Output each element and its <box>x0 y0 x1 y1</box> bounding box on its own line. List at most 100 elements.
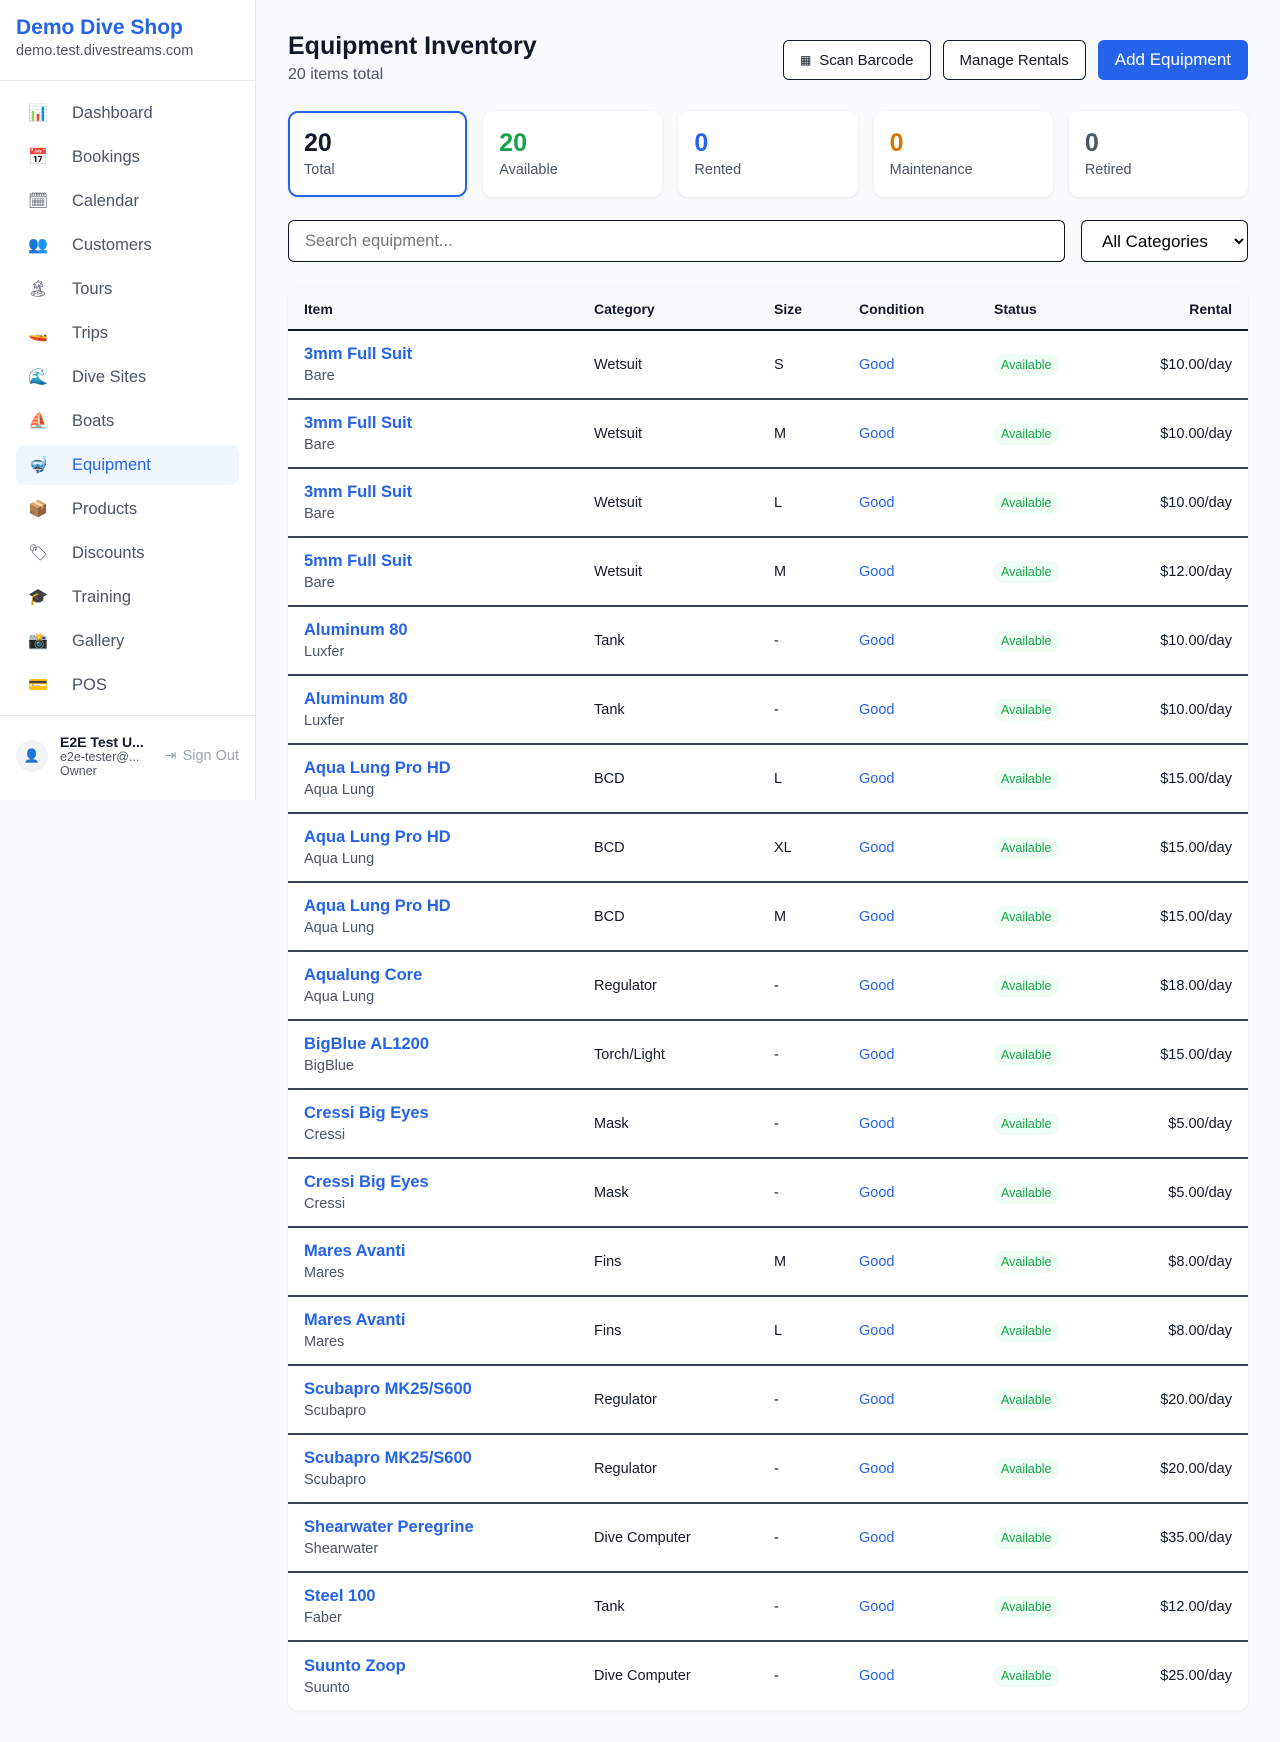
item-condition: Good <box>859 1529 895 1546</box>
sidebar-item-equipment[interactable]: 🤿 Equipment <box>16 445 239 485</box>
table-row[interactable]: 3mm Full Suit Bare Wetsuit M Good Availab… <box>288 399 1248 469</box>
item-condition: Good <box>859 563 895 580</box>
item-name-link[interactable]: 3mm Full Suit <box>304 483 413 501</box>
add-equipment-button[interactable]: Add Equipment <box>1097 40 1248 80</box>
status-badge: Available <box>994 353 1059 376</box>
item-category: Torch/Light <box>578 1020 758 1090</box>
item-name-link[interactable]: Scubapro MK25/S600 <box>304 1449 472 1467</box>
sidebar-item-tours[interactable]: 🏝 Tours <box>16 269 239 309</box>
brand-name[interactable]: Demo Dive Shop <box>16 16 183 39</box>
bookings-icon: 📅 <box>28 149 48 166</box>
item-name-link[interactable]: Aqua Lung Pro HD <box>304 897 451 915</box>
user-role: Owner <box>60 764 97 778</box>
sidebar-item-dashboard[interactable]: 📊 Dashboard <box>16 93 239 133</box>
sidebar-item-bookings[interactable]: 📅 Bookings <box>16 137 239 177</box>
item-rental-price: $25.00/day <box>1160 1668 1232 1684</box>
item-name-link[interactable]: 3mm Full Suit <box>304 345 413 363</box>
sign-out-button[interactable]: ⇥ Sign Out <box>164 748 239 764</box>
sidebar-item-dive-sites[interactable]: 🌊 Dive Sites <box>16 357 239 397</box>
category-select[interactable]: All Categories <box>1081 220 1248 262</box>
status-badge: Available <box>994 1595 1059 1618</box>
table-row[interactable]: Aqualung Core Aqua Lung Regulator - Good … <box>288 951 1248 1021</box>
item-name-link[interactable]: Mares Avanti <box>304 1242 406 1260</box>
sidebar-item-trips[interactable]: 🚤 Trips <box>16 313 239 353</box>
scan-barcode-button[interactable]: ▦ Scan Barcode <box>782 40 931 80</box>
sidebar-item-gallery[interactable]: 📸 Gallery <box>16 621 239 661</box>
stat-card-retired[interactable]: 0 Retired <box>1068 111 1249 197</box>
table-row[interactable]: Aqua Lung Pro HD Aqua Lung BCD L Good Ava… <box>288 744 1248 814</box>
item-category: Tank <box>578 1572 758 1642</box>
sidebar-item-products[interactable]: 📦 Products <box>16 489 239 529</box>
status-badge: Available <box>994 974 1059 997</box>
table-row[interactable]: Aqua Lung Pro HD Aqua Lung BCD M Good Ava… <box>288 882 1248 952</box>
table-row[interactable]: Aluminum 80 Luxfer Tank - Good Available … <box>288 675 1248 745</box>
sidebar-item-calendar[interactable]: 🗓 Calendar <box>16 181 239 221</box>
item-name-link[interactable]: Aqua Lung Pro HD <box>304 759 451 777</box>
sidebar-item-customers[interactable]: 👥 Customers <box>16 225 239 265</box>
table-row[interactable]: Aqua Lung Pro HD Aqua Lung BCD XL Good Av… <box>288 813 1248 883</box>
table-row[interactable]: Scubapro MK25/S600 Scubapro Regulator - G… <box>288 1434 1248 1504</box>
item-brand: Cressi <box>304 1127 346 1143</box>
item-name-link[interactable]: 3mm Full Suit <box>304 414 413 432</box>
stat-card-available[interactable]: 20 Available <box>483 111 663 197</box>
table-row[interactable]: Shearwater Peregrine Shearwater Dive Comp… <box>288 1503 1248 1573</box>
stat-card-total[interactable]: 20 Total <box>288 111 468 197</box>
item-name-link[interactable]: 5mm Full Suit <box>304 552 413 570</box>
table-row[interactable]: 3mm Full Suit Bare Wetsuit S Good Availab… <box>288 330 1248 400</box>
item-name-link[interactable]: Cressi Big Eyes <box>304 1173 429 1191</box>
table-row[interactable]: Aluminum 80 Luxfer Tank - Good Available … <box>288 606 1248 676</box>
stat-card-rented[interactable]: 0 Rented <box>678 111 858 197</box>
equipment-icon: 🤿 <box>28 457 48 474</box>
stat-value: 0 <box>1084 129 1099 157</box>
table-row[interactable]: Scubapro MK25/S600 Scubapro Regulator - G… <box>288 1365 1248 1435</box>
item-size: - <box>758 1572 843 1642</box>
status-badge: Available <box>994 1319 1059 1342</box>
stat-card-maintenance[interactable]: 0 Maintenance <box>873 111 1053 197</box>
table-row[interactable]: Cressi Big Eyes Cressi Mask - Good Availa… <box>288 1089 1248 1159</box>
item-condition: Good <box>859 356 895 373</box>
item-category: Tank <box>578 606 758 676</box>
item-name-link[interactable]: Suunto Zoop <box>304 1656 406 1675</box>
sidebar-item-pos[interactable]: 💳 POS <box>16 665 239 705</box>
item-name-link[interactable]: Aqualung Core <box>304 966 423 984</box>
table-row[interactable]: Mares Avanti Mares Fins M Good Available … <box>288 1227 1248 1297</box>
table-row[interactable]: Suunto Zoop Suunto Dive Computer - Good A… <box>288 1641 1248 1710</box>
boats-icon: ⛵ <box>28 413 48 430</box>
item-rental-price: $18.00/day <box>1128 951 1248 1021</box>
sign-out-label: Sign Out <box>182 748 239 764</box>
item-size: - <box>758 1434 843 1504</box>
sidebar-item-training[interactable]: 🎓 Training <box>16 577 239 617</box>
table-row[interactable]: Cressi Big Eyes Cressi Mask - Good Availa… <box>288 1158 1248 1228</box>
item-name-link[interactable]: Aluminum 80 <box>304 690 408 708</box>
item-brand: Mares <box>304 1334 345 1350</box>
status-badge: Available <box>994 1250 1059 1273</box>
item-name-link[interactable]: BigBlue AL1200 <box>304 1035 430 1053</box>
stat-label: Available <box>499 162 558 178</box>
table-row[interactable]: Steel 100 Faber Tank - Good Available $12… <box>288 1572 1248 1642</box>
item-name-link[interactable]: Scubapro MK25/S600 <box>304 1380 472 1398</box>
sidebar-item-label: Calendar <box>72 191 139 210</box>
table-header: Item Category Size Condition Status Rental <box>288 288 1248 331</box>
stat-value: 20 <box>304 129 332 157</box>
sidebar-item-label: Boats <box>72 411 115 430</box>
table-row[interactable]: BigBlue AL1200 BigBlue Torch/Light - Good… <box>288 1020 1248 1090</box>
table-row[interactable]: 3mm Full Suit Bare Wetsuit L Good Availab… <box>288 468 1248 538</box>
manage-rentals-button[interactable]: Manage Rentals <box>942 40 1086 80</box>
item-name-link[interactable]: Aluminum 80 <box>304 621 408 639</box>
item-name-link[interactable]: Steel 100 <box>304 1587 376 1605</box>
item-name-link[interactable]: Shearwater Peregrine <box>304 1518 474 1536</box>
item-size: - <box>758 951 843 1021</box>
item-name-link[interactable]: Cressi Big Eyes <box>304 1104 429 1122</box>
item-name-link[interactable]: Aqua Lung Pro HD <box>304 828 451 846</box>
item-category: Regulator <box>578 1365 758 1435</box>
table-row[interactable]: 5mm Full Suit Bare Wetsuit M Good Availab… <box>288 537 1248 607</box>
sidebar-item-label: Gallery <box>72 631 125 650</box>
sidebar-item-label: Trips <box>72 323 109 342</box>
sidebar-item-label: Customers <box>72 235 152 254</box>
table-row[interactable]: Mares Avanti Mares Fins L Good Available … <box>288 1296 1248 1366</box>
item-brand: Cressi <box>304 1196 346 1212</box>
item-name-link[interactable]: Mares Avanti <box>304 1311 406 1329</box>
sidebar-item-boats[interactable]: ⛵ Boats <box>16 401 239 441</box>
search-input[interactable] <box>288 220 1065 262</box>
sidebar-item-discounts[interactable]: 🏷 Discounts <box>16 533 239 573</box>
